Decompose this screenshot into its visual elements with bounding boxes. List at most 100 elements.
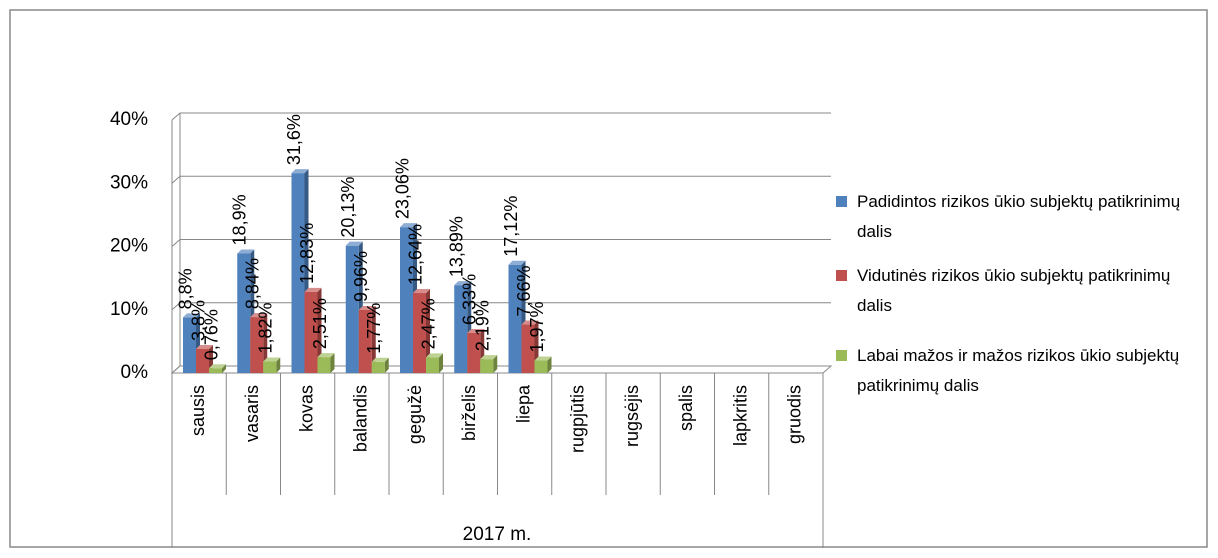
bar-top (371, 357, 389, 362)
x-tick-label: spalis (676, 385, 696, 431)
value-label: 7,66% (514, 266, 534, 317)
bar (250, 317, 264, 373)
bar-side (439, 353, 443, 373)
bar-top (237, 249, 255, 254)
y-tick-label: 0% (121, 362, 149, 383)
value-label: 6,33% (460, 274, 480, 325)
bar (263, 361, 277, 373)
bar-top (508, 260, 526, 265)
x-tick-label: rugsėjis (622, 385, 642, 447)
legend-swatch (836, 270, 847, 281)
value-label: 18,9% (230, 194, 250, 245)
bar (358, 310, 372, 373)
bar-top (400, 223, 417, 228)
bar (237, 253, 251, 373)
value-label: 1,82% (256, 302, 276, 353)
bar-top (196, 344, 213, 349)
bar-side (493, 355, 498, 373)
bar-top (426, 353, 443, 358)
bar-top (250, 313, 268, 318)
bar-top (291, 169, 309, 174)
value-label: 0,76% (201, 309, 221, 360)
value-label: 1,97% (527, 301, 547, 352)
bar-top (467, 328, 485, 333)
bar (413, 293, 426, 373)
value-label: 2,51% (310, 298, 330, 349)
y-tick-label: 30% (110, 172, 148, 193)
legend-label: Padidintos rizikos ūkio subjektų patikri… (857, 192, 1181, 241)
grid-line (171, 239, 831, 247)
grid-line (171, 112, 831, 121)
x-group-label: 2017 m. (463, 524, 532, 545)
bar-top (209, 364, 226, 369)
grid-line (171, 302, 831, 311)
bar (426, 357, 439, 373)
x-tick-label: liepa (513, 384, 533, 423)
bar-side (276, 357, 281, 373)
bar-side (547, 356, 552, 373)
bar-side (263, 313, 268, 373)
value-label: 17,12% (501, 196, 521, 257)
value-label: 12,64% (405, 224, 425, 285)
value-label: 31,6% (284, 114, 304, 165)
legend-swatch (836, 350, 847, 361)
y-tick-label: 20% (110, 236, 148, 257)
value-label: 23,06% (392, 158, 412, 219)
bar-top (263, 357, 281, 362)
bar (345, 245, 359, 373)
bar-top (413, 289, 430, 294)
value-label: 8,8% (175, 268, 195, 309)
y-tick-label: 10% (110, 299, 148, 320)
x-tick-label: gegužė (405, 385, 425, 444)
x-tick-label: balandis (351, 385, 371, 452)
grid-line (171, 175, 831, 184)
y-tick-label: 40% (110, 109, 148, 130)
bar-top (521, 320, 539, 325)
bar (508, 264, 522, 373)
bar-side (426, 289, 430, 373)
bar (521, 324, 535, 373)
value-label: 9,96% (351, 251, 371, 302)
x-tick-label: sausis (188, 385, 208, 436)
bar-top (304, 287, 322, 292)
bar-side (330, 353, 335, 373)
grid-line (171, 365, 831, 374)
x-tick-label: lapkritis (730, 385, 750, 446)
bar-top (345, 241, 363, 246)
bar-top (183, 313, 200, 318)
bar (317, 357, 331, 373)
value-label: 2,19% (473, 300, 493, 351)
bar-top (454, 281, 472, 286)
bar-side (222, 364, 226, 373)
bar (183, 317, 196, 373)
bar-top (480, 355, 498, 360)
bar (534, 360, 548, 373)
bar (209, 368, 222, 373)
value-label: 2,47% (418, 298, 438, 349)
bar (291, 173, 305, 373)
bar (454, 285, 468, 373)
value-label: 1,77% (364, 303, 384, 354)
bar (467, 332, 481, 373)
chart-border (9, 9, 1208, 548)
bar-top (317, 353, 335, 358)
bar (196, 348, 209, 373)
x-tick-label: kovas (296, 385, 316, 432)
value-label: 13,89% (447, 216, 467, 277)
bar-side (317, 287, 322, 373)
x-tick-label: gruodis (785, 385, 805, 444)
bar-top (358, 306, 376, 311)
value-label: 20,13% (338, 177, 358, 238)
x-tick-label: vasaris (242, 385, 262, 442)
value-label: 8,84% (243, 258, 263, 309)
value-label: 12,83% (297, 223, 317, 284)
bar-top (534, 356, 552, 361)
x-tick-label: rugpjūtis (568, 385, 588, 453)
bar-side (384, 357, 389, 373)
legend-swatch (836, 196, 847, 207)
bar-side (371, 306, 376, 373)
bar (304, 291, 318, 373)
bar (480, 359, 494, 373)
